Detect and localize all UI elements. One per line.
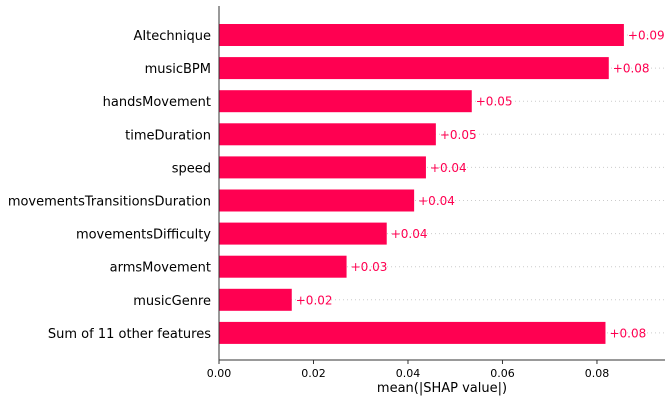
value-label: +0.05 [440,128,477,142]
x-axis-title: mean(|SHAP value|) [377,381,507,396]
grid-layer [219,34,665,334]
category-label: Sum of 11 other features [48,327,211,342]
bar-handsmovement [219,90,472,113]
category-label: musicBPM [145,62,211,77]
value-label: +0.02 [296,293,333,307]
category-label: AItechnique [133,29,211,44]
x-ticks: 0.00 0.02 0.04 0.06 0.08 [207,360,609,380]
bar-musicgenre [219,288,292,311]
x-tick-label: 0.06 [490,367,515,380]
x-tick-label: 0.08 [585,367,610,380]
value-label: +0.05 [476,95,513,109]
category-labels: AItechnique musicBPM handsMovement timeDura… [8,29,211,342]
bars-layer [219,24,624,344]
value-label: +0.04 [430,161,467,175]
value-label: +0.03 [351,260,388,274]
value-label: +0.08 [613,62,650,76]
value-label: +0.04 [418,194,455,208]
category-label: handsMovement [103,95,211,110]
category-label: movementsTransitionsDuration [8,195,211,210]
bar-movementstransitionsduration [219,189,415,212]
category-label: speed [172,161,211,176]
x-tick-label: 0.00 [207,367,232,380]
value-label: +0.08 [609,326,646,340]
bar-armsmovement [219,255,347,278]
x-tick-label: 0.02 [301,367,326,380]
value-label: +0.04 [391,227,428,241]
value-label: +0.09 [628,29,665,43]
category-label: musicGenre [133,294,211,309]
bar-timeduration [219,123,436,146]
value-labels: +0.09 +0.08 +0.05 +0.05 +0.04 +0.04 +0.04 +0.03… [296,29,665,341]
bar-musicbpm [219,57,609,80]
bar-movementsdifficulty [219,222,387,245]
bar-sum-of-11-other-features [219,321,606,344]
category-label: timeDuration [125,128,211,143]
x-tick-label: 0.04 [396,367,421,380]
category-label: armsMovement [110,261,211,276]
bar-speed [219,156,426,179]
bar-aitechnique [219,24,624,46]
category-label: movementsDifficulty [76,228,211,243]
